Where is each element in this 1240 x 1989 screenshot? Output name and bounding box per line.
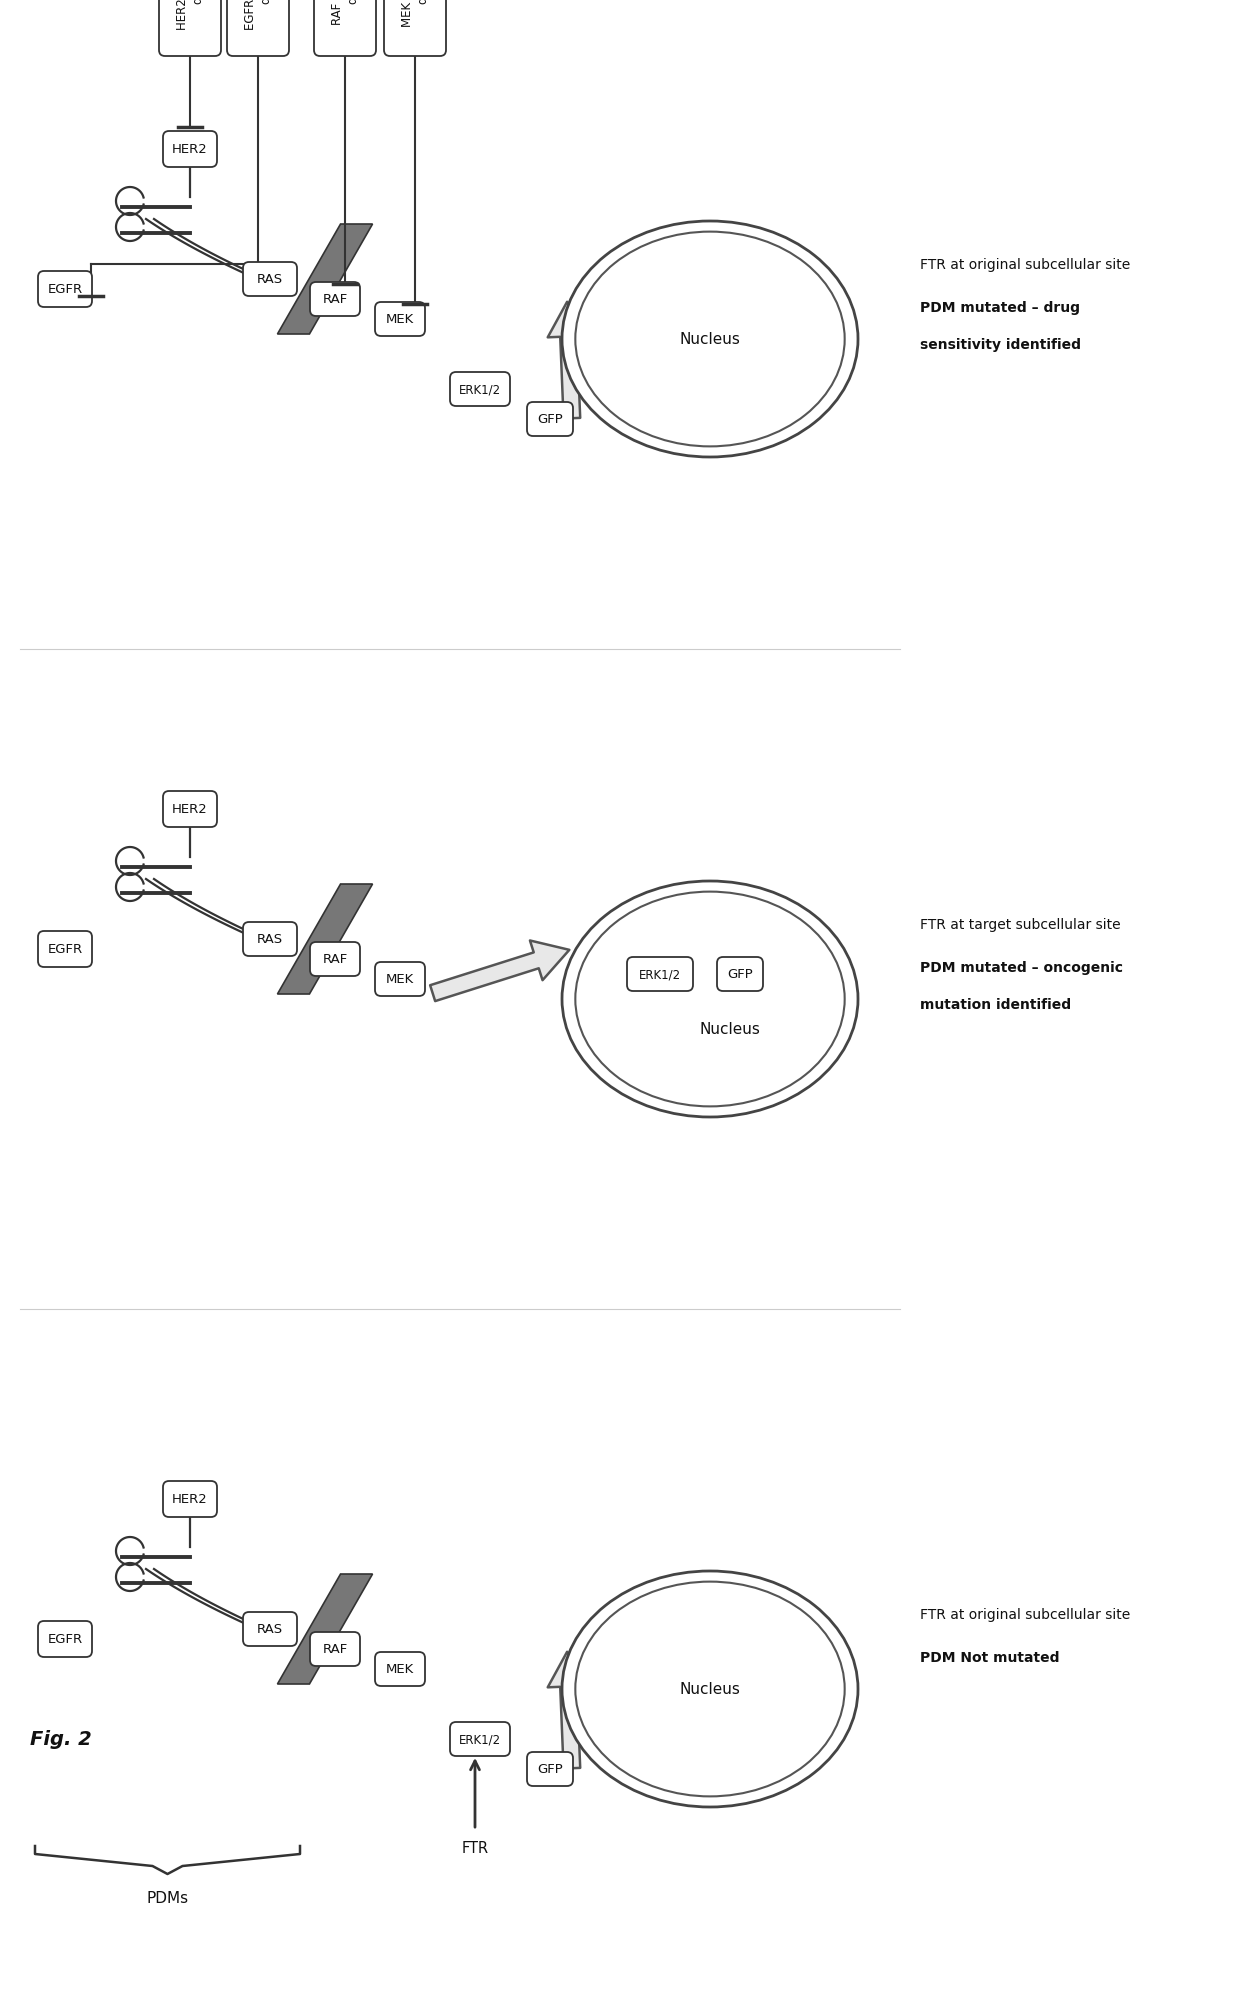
Text: RAF: RAF (322, 292, 347, 306)
Text: Nucleus: Nucleus (680, 332, 740, 348)
FancyBboxPatch shape (38, 931, 92, 967)
FancyBboxPatch shape (310, 943, 360, 977)
Text: PDM mutated – oncogenic: PDM mutated – oncogenic (920, 961, 1123, 975)
Text: PDM Not mutated: PDM Not mutated (920, 1651, 1059, 1665)
Text: GFP: GFP (537, 1762, 563, 1776)
FancyBboxPatch shape (243, 1613, 298, 1647)
FancyBboxPatch shape (717, 957, 763, 991)
Text: EGFR: EGFR (47, 1633, 83, 1645)
Text: MEK: MEK (386, 973, 414, 987)
Text: PDM mutated – drug: PDM mutated – drug (920, 300, 1080, 314)
FancyBboxPatch shape (314, 0, 376, 58)
FancyBboxPatch shape (374, 1653, 425, 1687)
Text: FTR at original subcellular site: FTR at original subcellular site (920, 1607, 1130, 1621)
Text: ERK1/2: ERK1/2 (459, 384, 501, 396)
FancyBboxPatch shape (38, 1621, 92, 1657)
Text: ERK1/2: ERK1/2 (459, 1732, 501, 1746)
Ellipse shape (575, 1581, 844, 1796)
Text: HER2: HER2 (172, 1494, 208, 1506)
Text: FTR at target subcellular site: FTR at target subcellular site (920, 917, 1121, 931)
Text: RAF: RAF (322, 1643, 347, 1655)
FancyBboxPatch shape (227, 0, 289, 58)
Polygon shape (278, 1573, 372, 1685)
Ellipse shape (562, 881, 858, 1118)
Text: HER2 specific
drug: HER2 specific drug (176, 0, 205, 30)
Text: RAS: RAS (257, 1623, 283, 1635)
Text: MEK: MEK (386, 1663, 414, 1675)
FancyBboxPatch shape (627, 957, 693, 991)
FancyBboxPatch shape (243, 263, 298, 296)
FancyBboxPatch shape (527, 1752, 573, 1786)
FancyBboxPatch shape (38, 272, 92, 308)
Text: HER2: HER2 (172, 143, 208, 157)
FancyBboxPatch shape (310, 282, 360, 316)
Text: EGFR: EGFR (47, 943, 83, 957)
Text: MEK: MEK (386, 314, 414, 326)
Ellipse shape (562, 1571, 858, 1808)
Text: ERK1/2: ERK1/2 (639, 969, 681, 981)
FancyBboxPatch shape (374, 963, 425, 996)
Text: EGFR: EGFR (47, 282, 83, 296)
FancyBboxPatch shape (243, 923, 298, 957)
Text: Nucleus: Nucleus (699, 1022, 760, 1036)
FancyBboxPatch shape (162, 1482, 217, 1518)
Text: MEK specific
drug: MEK specific drug (401, 0, 429, 26)
Text: Fig. 2: Fig. 2 (30, 1730, 92, 1748)
Text: EGFR specific
drug: EGFR specific drug (244, 0, 272, 30)
Ellipse shape (575, 233, 844, 448)
FancyBboxPatch shape (384, 0, 446, 58)
Text: GFP: GFP (537, 414, 563, 426)
FancyBboxPatch shape (527, 404, 573, 438)
FancyBboxPatch shape (162, 131, 217, 167)
Ellipse shape (562, 223, 858, 457)
Text: Nucleus: Nucleus (680, 1681, 740, 1697)
Text: mutation identified: mutation identified (920, 998, 1071, 1012)
FancyBboxPatch shape (162, 792, 217, 827)
Text: RAF: RAF (322, 953, 347, 967)
Ellipse shape (575, 893, 844, 1106)
Text: HER2: HER2 (172, 804, 208, 815)
FancyBboxPatch shape (159, 0, 221, 58)
FancyBboxPatch shape (450, 372, 510, 408)
Text: RAS: RAS (257, 933, 283, 947)
Text: sensitivity identified: sensitivity identified (920, 338, 1081, 352)
Text: PDMs: PDMs (146, 1890, 188, 1905)
FancyBboxPatch shape (310, 1633, 360, 1667)
Polygon shape (278, 225, 372, 334)
Text: FTR at original subcellular site: FTR at original subcellular site (920, 259, 1130, 272)
Text: GFP: GFP (727, 969, 753, 981)
Text: RAS: RAS (257, 272, 283, 286)
FancyBboxPatch shape (374, 302, 425, 336)
Text: FTR: FTR (461, 1840, 489, 1856)
Polygon shape (278, 885, 372, 994)
FancyBboxPatch shape (450, 1722, 510, 1756)
Text: RAF specific
drug: RAF specific drug (331, 0, 360, 26)
